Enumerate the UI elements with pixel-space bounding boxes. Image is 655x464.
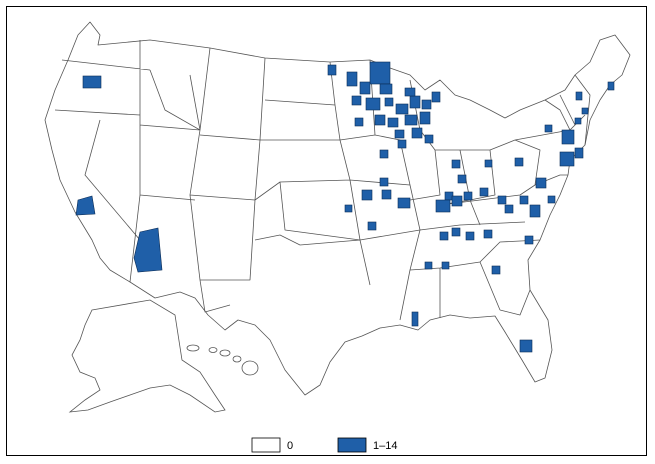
legend-label-positive: 1–14: [373, 440, 397, 452]
county: [327, 64, 337, 76]
county: [483, 229, 493, 239]
hawaii: [186, 344, 259, 376]
county: [519, 195, 529, 205]
county: [384, 97, 394, 107]
county: [465, 231, 475, 241]
hawaii-island-2: [208, 347, 218, 353]
county: [379, 149, 389, 159]
county: [451, 159, 461, 169]
county: [575, 91, 583, 101]
county: [387, 117, 399, 128]
county: [75, 195, 96, 216]
county: [411, 311, 419, 327]
county: [441, 261, 450, 270]
county: [431, 91, 441, 103]
alaska-outline: [68, 299, 226, 413]
county: [559, 151, 575, 167]
county: [395, 103, 409, 115]
county: [361, 189, 373, 201]
county: [547, 195, 556, 204]
county: [374, 114, 386, 126]
county: [451, 227, 461, 237]
county: [404, 114, 418, 126]
county: [409, 95, 421, 109]
us-outline: [44, 21, 631, 396]
county: [519, 339, 533, 353]
county: [504, 204, 514, 214]
county: [529, 204, 541, 218]
legend-label-zero: 0: [287, 440, 293, 452]
county: [351, 95, 362, 106]
county: [524, 235, 534, 245]
county: [514, 157, 524, 167]
county: [581, 107, 589, 115]
hawaii-island-3: [219, 349, 231, 357]
county: [379, 83, 393, 95]
county: [535, 177, 547, 189]
county: [491, 265, 501, 275]
county: [346, 71, 358, 87]
county: [397, 139, 407, 149]
county: [411, 127, 423, 139]
legend-swatch-zero: [251, 437, 281, 453]
legend-swatch-positive: [337, 437, 367, 453]
county: [397, 197, 411, 209]
county: [82, 75, 102, 89]
county: [367, 221, 377, 231]
county: [419, 111, 431, 125]
county: [359, 81, 371, 95]
county: [451, 195, 463, 207]
county: [497, 195, 507, 205]
county: [484, 159, 493, 168]
county: [365, 97, 381, 111]
county: [544, 124, 553, 133]
county: [574, 147, 584, 159]
contiguous-us: [44, 21, 631, 396]
county: [133, 227, 163, 273]
county: [424, 134, 434, 144]
hawaii-island-4: [232, 355, 242, 363]
county: [435, 199, 451, 213]
county: [463, 191, 473, 201]
county: [344, 204, 353, 213]
county: [561, 129, 575, 145]
hawaii-island-5: [241, 360, 259, 376]
county: [369, 61, 391, 85]
county: [421, 99, 432, 110]
county: [574, 117, 582, 125]
legend: 0 1–14: [251, 437, 397, 453]
county: [424, 261, 433, 270]
county: [607, 81, 615, 91]
county: [379, 177, 389, 187]
county: [354, 117, 364, 127]
county: [439, 231, 449, 241]
county: [457, 174, 467, 184]
state-lines: [54, 40, 591, 321]
alaska: [68, 299, 226, 413]
county: [479, 187, 489, 197]
hawaii-island-1: [186, 344, 200, 352]
county: [394, 129, 405, 139]
county: [404, 87, 416, 97]
county: [381, 189, 392, 200]
counties-1-14: [75, 61, 615, 353]
